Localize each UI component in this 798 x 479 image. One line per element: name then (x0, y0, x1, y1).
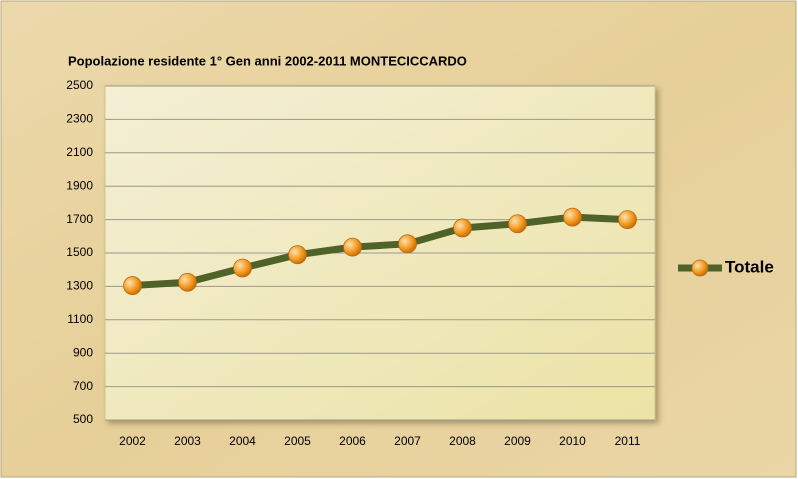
chart-title: Popolazione residente 1° Gen anni 2002-2… (68, 53, 467, 68)
x-tick-label: 2011 (615, 434, 641, 448)
marker (563, 207, 582, 227)
x-tick-label: 2007 (394, 434, 421, 448)
y-tick-label: 1300 (66, 279, 93, 293)
y-tick-label: 1500 (66, 245, 93, 259)
y-tick-label: 2500 (66, 78, 93, 92)
marker (233, 258, 252, 278)
marker (343, 237, 362, 257)
y-tick-label: 1900 (66, 178, 93, 192)
marker (453, 218, 472, 238)
x-tick-label: 2008 (449, 434, 476, 448)
x-tick-label: 2004 (229, 434, 256, 448)
y-tick-label: 2300 (66, 112, 93, 126)
x-tick-label: 2003 (174, 434, 201, 448)
x-tick-label: 2005 (284, 434, 311, 448)
y-tick-label: 500 (73, 412, 93, 426)
marker (288, 245, 307, 265)
marker (123, 276, 142, 295)
y-tick-label: 700 (73, 379, 93, 393)
y-tick-label: 900 (73, 345, 93, 359)
x-tick-label: 2002 (119, 434, 146, 448)
marker (618, 210, 637, 230)
line (132, 213, 628, 290)
marker (508, 214, 527, 234)
x-tick-label: 2010 (559, 434, 586, 448)
marker (178, 272, 197, 292)
x-tick-label: 2006 (339, 434, 366, 448)
legend-marker (691, 259, 709, 277)
y-tick-label: 1700 (66, 212, 93, 226)
legend-label: Totale (725, 257, 774, 276)
y-tick-label: 2100 (66, 145, 93, 159)
y-tick-label: 1100 (67, 312, 93, 326)
marker (398, 234, 417, 254)
x-tick-label: 2009 (504, 434, 531, 448)
